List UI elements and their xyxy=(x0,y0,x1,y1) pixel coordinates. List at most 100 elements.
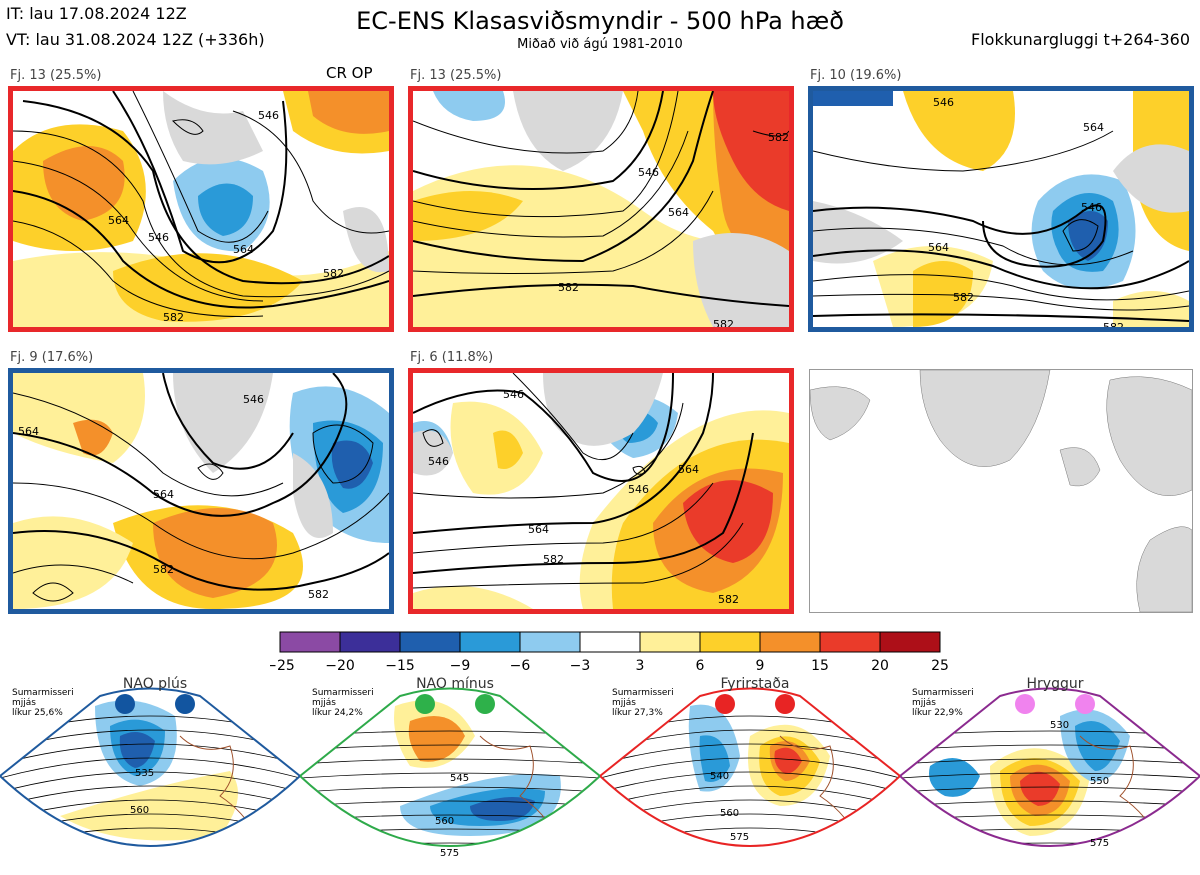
land-scandinavia xyxy=(1113,144,1189,213)
colorbar-cell xyxy=(819,631,881,653)
regime-info: Sumarmisseri mjjás líkur 24,2% xyxy=(312,688,374,718)
regime-info: Sumarmisseri mjjás líkur 22,9% xyxy=(912,688,974,718)
regime-map: 540 560 575 xyxy=(598,687,902,847)
colorbar-tick-label: 20 xyxy=(871,658,889,674)
land-greenland xyxy=(813,201,903,264)
classification-window: Flokkunargluggi t+264-360 xyxy=(971,30,1190,49)
contour-label: 582 xyxy=(713,318,734,327)
contour-label: 546 xyxy=(638,166,659,179)
cluster-map: 546 564 546 564 582 582 xyxy=(13,91,389,327)
regime-contour xyxy=(300,758,600,765)
cluster-map-panel: 546 564 564 582 582 xyxy=(8,368,394,614)
regime-panel: 535 560 NAO plús Sumarmisseri mjjás líkur 2… xyxy=(0,676,302,871)
anomaly-positive-area xyxy=(903,91,1015,171)
regime-marker-dot xyxy=(1075,694,1095,714)
regimes-row: 535 560 NAO plús Sumarmisseri mjjás líkur 2… xyxy=(0,676,1200,871)
contour-label: 564 xyxy=(668,206,689,219)
regime-contour xyxy=(900,758,1200,765)
anomaly-positive-area xyxy=(113,253,303,322)
land-greenland xyxy=(513,91,623,171)
regime-panel: 530 550 575 Hryggur Sumarmisseri mjjás líkur… xyxy=(898,676,1200,871)
regime-marker-dot xyxy=(715,694,735,714)
colorbar-tick-label: −9 xyxy=(450,658,471,674)
regime-contour xyxy=(600,813,900,835)
anomaly-positive-area xyxy=(713,91,789,211)
regime-contour xyxy=(900,772,1200,779)
colorbar-tick-label: −6 xyxy=(510,658,531,674)
anomaly-positive-area xyxy=(73,419,113,456)
anomaly-positive-area xyxy=(153,508,277,598)
contour-label: 582 xyxy=(1103,321,1124,327)
land-greenland xyxy=(543,373,663,446)
regime-contour xyxy=(600,757,900,779)
contour-label: 546 xyxy=(428,455,449,468)
regime-marker-dot xyxy=(415,694,435,714)
contour-label: 582 xyxy=(558,281,579,294)
regime-info: Sumarmisseri mjjás líkur 25,6% xyxy=(12,688,74,718)
regime-title: NAO plús xyxy=(122,676,188,692)
contour-label: 582 xyxy=(768,131,789,144)
regime-map: 535 560 xyxy=(0,687,302,847)
land-greenland xyxy=(163,91,263,165)
colorbar-tick-label: −15 xyxy=(385,658,415,674)
contour-label: 546 xyxy=(1081,201,1102,214)
land-europe xyxy=(1136,526,1192,612)
regime-marker-dot xyxy=(115,694,135,714)
contour-label: 564 xyxy=(18,425,39,438)
cluster-map: 546 564 564 582 582 xyxy=(13,373,389,609)
contour-label: 546 xyxy=(148,231,169,244)
colorbar-cell xyxy=(519,631,581,653)
regime-contour xyxy=(600,771,900,793)
colorbar: −25 −20 −15 −9 −6 −3 3 6 9 15 20 25 xyxy=(270,631,949,674)
regime-contour-label: 550 xyxy=(1090,776,1109,787)
regime-contour-label: 575 xyxy=(440,848,459,859)
regime-contour xyxy=(900,786,1200,793)
land-europe xyxy=(693,233,789,327)
regime-contour xyxy=(300,772,600,779)
contour-label: 546 xyxy=(933,96,954,109)
regime-contour xyxy=(900,744,1200,751)
regime-contour-label: 560 xyxy=(130,805,149,816)
colorbar-cell xyxy=(459,631,521,653)
regime-border xyxy=(298,687,602,847)
contour-label: 564 xyxy=(528,523,549,536)
land-europe xyxy=(343,207,389,273)
page-title: EC-ENS Klasasviðsmyndir - 500 hPa hæð xyxy=(356,7,844,35)
cluster-map: 546 564 582 582 582 xyxy=(413,91,789,327)
anomaly-positive-area xyxy=(413,585,533,609)
regime-contour xyxy=(0,771,300,793)
colorbar-tick-label: 25 xyxy=(931,658,949,674)
regime-contour xyxy=(0,757,300,779)
contour-label: 582 xyxy=(153,563,174,576)
anomaly-negative-area xyxy=(433,91,505,121)
colorbar-cell xyxy=(879,631,941,653)
colorbar-tick-label: 3 xyxy=(636,658,645,674)
regime-border xyxy=(598,687,902,847)
regime-contour xyxy=(900,800,1200,807)
contour-label: 564 xyxy=(928,241,949,254)
contour-label: 546 xyxy=(628,483,649,496)
anomaly-negative-area xyxy=(331,440,373,489)
cluster-map-panel: 546 564 582 582 582 xyxy=(408,86,794,332)
colorbar-cell xyxy=(639,631,701,653)
cluster-map: 546 564 546 564 582 582 xyxy=(813,91,1189,327)
valid-time: VT: lau 31.08.2024 12Z (+336h) xyxy=(6,30,265,49)
regime-contour xyxy=(0,785,300,807)
regime-contour xyxy=(0,743,300,765)
contour-label: 564 xyxy=(1083,121,1104,134)
regime-anomaly-area xyxy=(1020,771,1060,806)
regime-contour xyxy=(600,799,900,821)
regime-marker-dot xyxy=(175,694,195,714)
colorbar-cell xyxy=(279,631,341,653)
initial-time: IT: lau 17.08.2024 12Z xyxy=(6,4,187,23)
regime-contour-label: 560 xyxy=(435,816,454,827)
regime-map: 545 560 575 xyxy=(298,687,602,859)
contour-label: 564 xyxy=(233,243,254,256)
regime-contour xyxy=(600,785,900,807)
regime-title: NAO mínus xyxy=(416,676,494,692)
regime-map: 530 550 575 xyxy=(898,687,1200,858)
regime-marker-dot xyxy=(475,694,495,714)
regime-anomaly-area xyxy=(1010,849,1045,858)
regime-anomaly-area xyxy=(60,771,238,841)
regime-contour xyxy=(900,730,1200,737)
